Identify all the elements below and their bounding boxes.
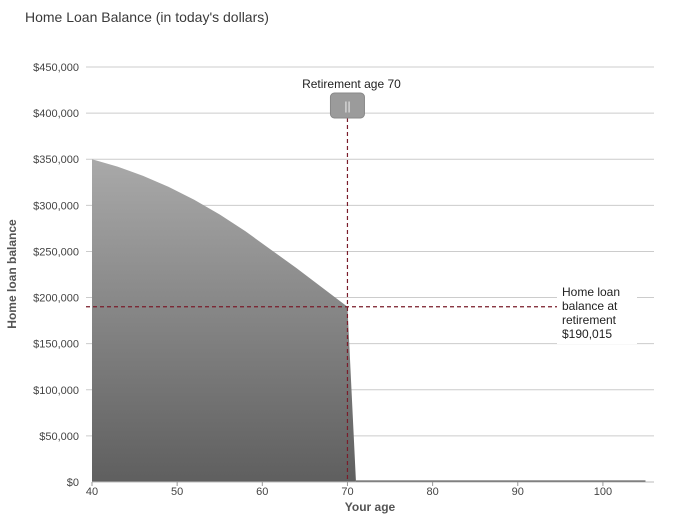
callout-line: Home loan [562,285,620,299]
y-tick-label: $250,000 [33,246,79,258]
y-tick-label: $0 [67,477,79,489]
y-tick-label: $200,000 [33,293,79,305]
retirement-slider-handle[interactable] [329,92,365,119]
x-axis-title: Your age [345,500,396,514]
x-tick-label: 70 [341,486,353,498]
x-tick-label: 90 [512,486,524,498]
y-tick-label: $450,000 [33,62,79,74]
x-tick-label: 40 [86,486,98,498]
y-tick-label: $100,000 [33,385,79,397]
y-tick-label: $150,000 [33,339,79,351]
axes: $0 $50,000 $100,000 $150,000 $200,000 $250,00… [33,62,654,498]
x-tick-label: 100 [594,486,612,498]
y-axis-title: Home loan balance [5,219,19,329]
retirement-marker-label: Retirement age 70 [302,77,401,91]
y-tick-label: $50,000 [39,431,79,443]
callout-box [557,284,637,344]
x-tick-label: 80 [426,486,438,498]
y-tick-label: $400,000 [33,108,79,120]
x-tick-label: 60 [256,486,268,498]
y-tick-label: $300,000 [33,200,79,212]
callout-line: retirement [562,313,617,327]
y-tick-label: $350,000 [33,154,79,166]
callout-line: $190,015 [562,327,612,341]
callout-line: balance at [562,299,618,313]
loan-balance-area [92,159,646,482]
drag-handle-icon: || [344,99,350,113]
x-tick-label: 50 [171,486,183,498]
page-title: Home Loan Balance (in today's dollars) [25,9,269,25]
